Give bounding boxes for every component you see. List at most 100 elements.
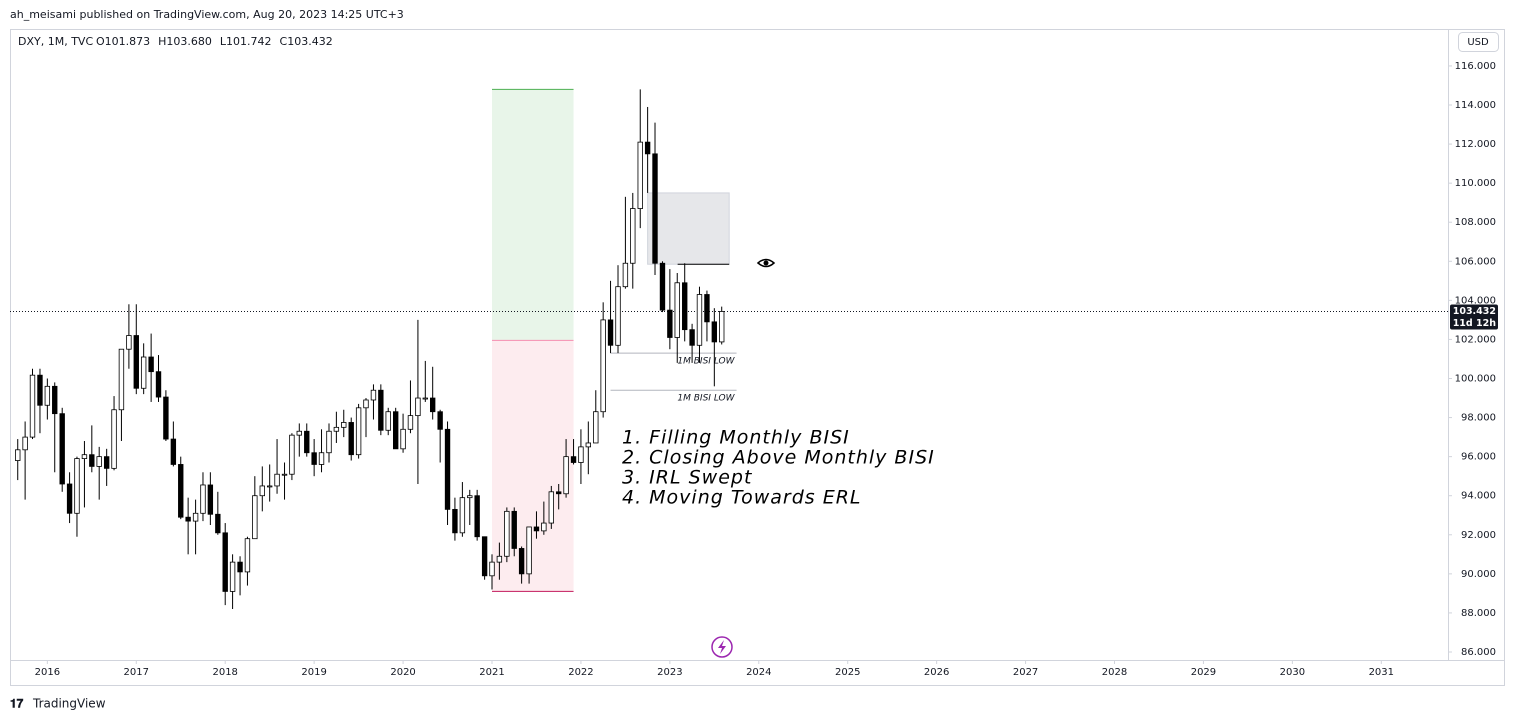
- ohlc-item: C103.432: [280, 35, 333, 48]
- body: [704, 294, 710, 323]
- level-label: 1M BISI LOW: [677, 357, 735, 367]
- y-tick-label: 112.000: [1455, 139, 1496, 150]
- candle: [659, 261, 666, 313]
- body: [630, 208, 636, 264]
- body: [126, 335, 132, 350]
- candle: [289, 433, 295, 481]
- body: [215, 513, 221, 534]
- body: [644, 141, 651, 155]
- candle: [504, 507, 510, 563]
- candle: [266, 464, 273, 502]
- body: [378, 389, 384, 431]
- body: [570, 456, 577, 463]
- body: [59, 413, 65, 485]
- candle: [103, 448, 110, 486]
- candle: [133, 304, 139, 395]
- body: [222, 532, 228, 592]
- candle: [222, 523, 228, 606]
- candle: [44, 378, 51, 420]
- candle: [578, 429, 584, 484]
- candle: [215, 491, 221, 535]
- body: [689, 329, 695, 346]
- body: [437, 411, 443, 430]
- candle: [111, 396, 117, 471]
- candle: [696, 286, 703, 363]
- candle: [178, 456, 184, 520]
- body: [229, 561, 236, 592]
- candle: [600, 302, 606, 418]
- body: [682, 282, 688, 331]
- ohlc-item: H103.680: [158, 35, 212, 48]
- candle: [200, 472, 206, 522]
- candle: [252, 476, 258, 540]
- candle: [148, 333, 154, 402]
- bolt-icon[interactable]: [711, 636, 733, 658]
- body: [140, 356, 147, 389]
- footer: 𝟏𝟕 TradingView: [10, 697, 106, 711]
- body: [593, 411, 599, 444]
- annotation: 4. Moving Towards ERL: [622, 487, 862, 509]
- body: [496, 555, 503, 563]
- body: [504, 510, 510, 557]
- currency-button[interactable]: [1458, 32, 1499, 52]
- body: [259, 485, 265, 497]
- body: [200, 484, 206, 514]
- candle: [689, 323, 695, 363]
- candle: [607, 280, 614, 354]
- body: [541, 522, 547, 532]
- body: [178, 464, 184, 518]
- body: [696, 294, 703, 346]
- body: [111, 409, 117, 469]
- body: [459, 497, 466, 534]
- candle: [585, 421, 592, 475]
- candle: [81, 441, 88, 508]
- body: [244, 538, 251, 573]
- body: [585, 442, 592, 448]
- body: [600, 319, 606, 413]
- candle: [170, 421, 177, 467]
- y-tick-label: 106.000: [1455, 256, 1496, 267]
- candle: [96, 446, 102, 500]
- candle: [511, 507, 517, 557]
- body: [607, 319, 614, 346]
- candle: [296, 423, 302, 457]
- y-tick-label: 100.000: [1455, 374, 1496, 385]
- candle: [378, 384, 384, 436]
- candle: [370, 384, 377, 420]
- body: [363, 399, 369, 409]
- legend: DXY, 1M, TVC O101.873 H103.680 L101.742 C10…: [18, 35, 333, 48]
- candle: [467, 489, 473, 526]
- candle: [541, 501, 547, 535]
- x-tick-label: 2016: [35, 667, 60, 678]
- body: [415, 397, 421, 417]
- candle: [563, 439, 569, 498]
- body: [237, 561, 243, 573]
- candle: [518, 546, 525, 584]
- footer-logo: 𝟏𝟕: [10, 697, 24, 711]
- candle: [637, 89, 643, 229]
- body: [274, 473, 280, 487]
- body: [637, 141, 643, 209]
- candle: [622, 196, 629, 289]
- candle: [229, 554, 236, 610]
- candle: [593, 390, 599, 444]
- eye-icon[interactable]: [756, 258, 776, 268]
- y-tick-label: 108.000: [1455, 217, 1496, 228]
- candle: [630, 192, 636, 289]
- candle: [22, 421, 28, 500]
- body: [355, 407, 362, 456]
- x-tick-label: 2024: [746, 667, 771, 678]
- candle: [459, 482, 466, 537]
- profit-zone: [492, 89, 574, 341]
- body: [452, 508, 458, 534]
- body: [192, 512, 199, 522]
- body: [289, 434, 295, 475]
- body: [370, 389, 377, 401]
- candle: [496, 542, 503, 580]
- y-tick-label: 94.000: [1461, 491, 1496, 502]
- body: [29, 374, 36, 438]
- candle: [348, 417, 354, 461]
- candle: [644, 106, 651, 193]
- x-tick-label: 2029: [1191, 667, 1216, 678]
- candle: [333, 411, 340, 443]
